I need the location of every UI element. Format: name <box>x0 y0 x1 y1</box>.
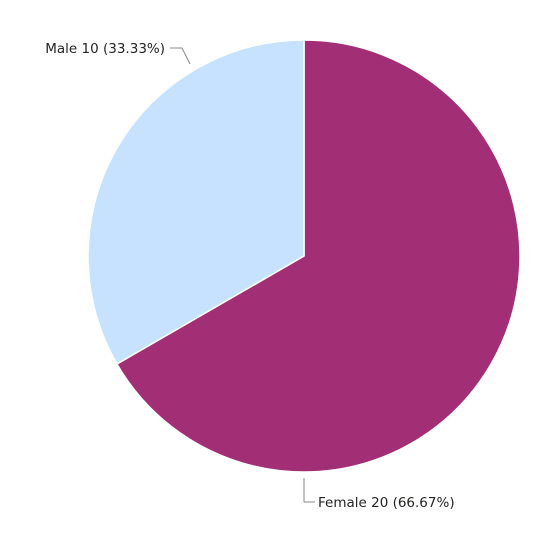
leader-line-male <box>170 47 191 65</box>
pie-slice-male[interactable] <box>87 39 305 366</box>
leader-line-female <box>303 478 315 503</box>
data-label-female: Female 20 (66.67%) <box>318 495 455 511</box>
pie-data-labels: Female 20 (66.67%) Male 10 (33.33%) <box>45 41 454 511</box>
data-label-male: Male 10 (33.33%) <box>45 41 165 57</box>
pie-slice-female[interactable] <box>115 39 521 473</box>
pie-slices <box>87 39 521 473</box>
